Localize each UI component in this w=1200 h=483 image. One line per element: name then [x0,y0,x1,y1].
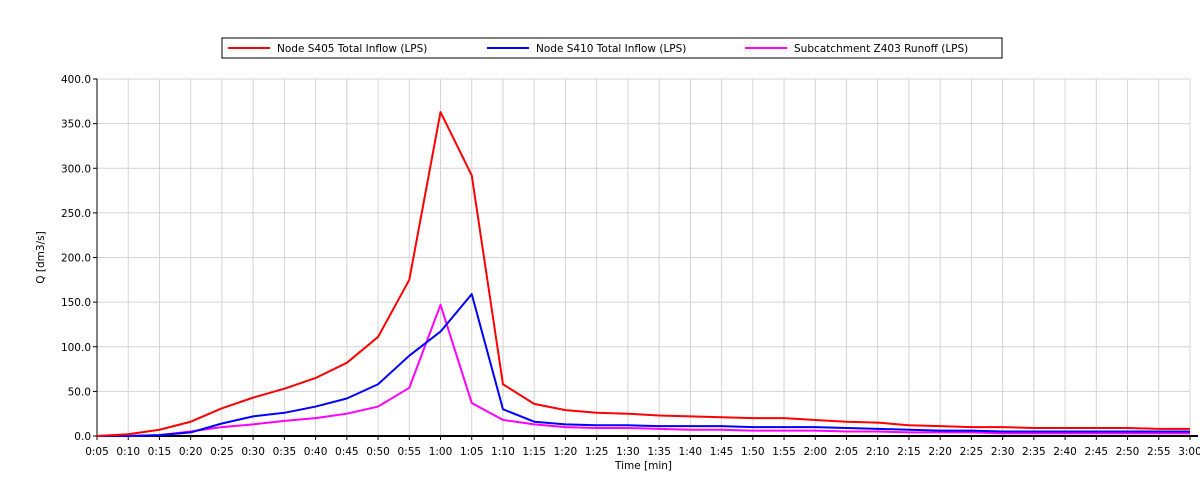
y-tick-label: 250.0 [61,208,91,220]
x-tick-label: 2:35 [1022,446,1046,458]
legend-label-3: Subcatchment Z403 Runoff (LPS) [794,43,968,55]
x-tick-label: 0:50 [366,446,390,458]
y-tick-label: 50.0 [68,386,91,398]
y-tick-label: 300.0 [61,163,91,175]
y-tick-label: 0.0 [74,431,91,443]
legend-label-1: Node S405 Total Inflow (LPS) [277,43,427,55]
x-tick-label: 0:30 [241,446,265,458]
gridlines [96,78,1191,437]
x-tick-label: 1:15 [522,446,546,458]
x-tick-label: 2:45 [1085,446,1109,458]
x-tick-label: 1:20 [554,446,578,458]
axes: 0:05 0:10 0:15 0:20 0:25 0:30 0:35 0:40 0:45 0:50… [61,74,1200,458]
x-tick-label: 2:55 [1147,446,1171,458]
x-tick-label: 1:30 [616,446,640,458]
x-axis-title: Time [min] [614,460,672,472]
x-tick-label: 1:55 [772,446,796,458]
x-tick-label: 1:45 [710,446,734,458]
series-lines [96,111,1190,437]
x-tick-label: 0:35 [273,446,297,458]
x-tick-label: 2:05 [835,446,859,458]
x-tick-label: 0:45 [335,446,359,458]
x-tick-label: 3:00 [1178,446,1200,458]
x-tick-label: 0:40 [304,446,328,458]
x-tick-label: 1:40 [679,446,703,458]
series-line-2 [97,293,1190,437]
legend: Node S405 Total Inflow (LPS) Node S410 To… [221,37,1003,59]
x-tick-label: 2:25 [960,446,984,458]
series-line-3 [97,303,1190,437]
y-tick-label: 100.0 [61,342,91,354]
y-axis-title: Q [dm3/s] [35,231,47,283]
x-tick-label: 1:35 [647,446,671,458]
x-tick-label: 0:25 [210,446,234,458]
y-tick-label: 150.0 [61,297,91,309]
x-tick-label: 1:05 [460,446,484,458]
x-tick-label: 0:05 [85,446,109,458]
x-tick-label: 2:50 [1116,446,1140,458]
x-tick-label: 0:20 [179,446,203,458]
x-tick-label: 2:15 [897,446,921,458]
x-tick-label: 2:20 [928,446,952,458]
x-tick-label: 1:25 [585,446,609,458]
x-tick-label: 2:00 [803,446,827,458]
series-line-1 [96,111,1190,437]
x-tick-label: 2:30 [991,446,1015,458]
legend-label-2: Node S410 Total Inflow (LPS) [536,43,686,55]
legend-box [221,37,1003,59]
y-tick-label: 350.0 [61,119,91,131]
y-tick-label: 400.0 [61,74,91,86]
x-tick-label: 2:10 [866,446,890,458]
x-tick-label: 0:15 [148,446,172,458]
y-tick-label: 200.0 [61,253,91,265]
x-tick-label: 1:00 [429,446,453,458]
x-tick-label: 0:10 [116,446,140,458]
x-tick-label: 2:40 [1053,446,1077,458]
x-tick-label: 1:10 [491,446,515,458]
x-tick-label: 1:50 [741,446,765,458]
x-tick-label: 0:55 [397,446,421,458]
